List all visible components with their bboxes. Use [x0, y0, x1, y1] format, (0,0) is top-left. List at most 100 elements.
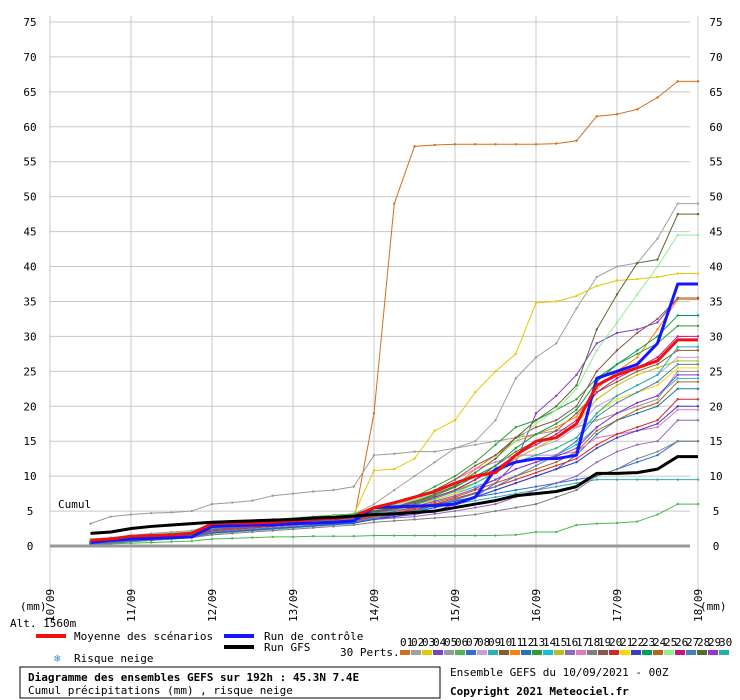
perturbation-point: [676, 419, 679, 422]
pert-swatch: [587, 650, 597, 655]
perturbation-point: [636, 349, 639, 352]
pert-swatch: [444, 650, 454, 655]
pert-swatch: [433, 650, 443, 655]
perturbation-point: [534, 530, 538, 534]
perturbation-point: [453, 534, 457, 537]
perturbation-point: [696, 335, 700, 338]
perturbation-point: [494, 460, 497, 464]
pert-number: 06: [455, 636, 468, 649]
perturbation-point: [555, 467, 558, 471]
perturbation-point: [372, 453, 376, 457]
perturbation-point: [696, 363, 700, 366]
perturbation-point: [453, 143, 457, 146]
perturbation-point: [696, 366, 700, 370]
perturbation-point: [555, 405, 558, 408]
perturbation-point: [696, 377, 700, 380]
perturbation-point: [271, 526, 274, 530]
perturbation-point: [332, 535, 335, 538]
perturbation-point: [575, 457, 578, 460]
perturbation-point: [575, 408, 578, 411]
control-run-line: [90, 282, 698, 544]
y-tick-label-right: 65: [709, 86, 722, 99]
perturbation-point: [210, 537, 214, 541]
run-info: Ensemble GEFS du 10/09/2021 - 00Z: [450, 666, 669, 679]
pert-swatch: [532, 650, 542, 655]
perturbation-point: [514, 488, 517, 492]
perturbation-point: [453, 492, 457, 495]
pert-swatch: [708, 650, 718, 655]
perturbation-point: [656, 373, 659, 377]
legend-snow-label: Risque neige: [74, 652, 153, 665]
perturbation-point: [636, 408, 639, 411]
x-tick-label: 11/09: [125, 589, 138, 622]
perturbation-point: [575, 474, 578, 478]
perturbation-point: [555, 426, 558, 429]
perturbation-point: [696, 345, 700, 349]
perturbation-point: [615, 293, 619, 296]
perturbation-point: [494, 509, 497, 513]
perturbation-point: [575, 426, 578, 429]
perturbation-point: [676, 387, 679, 390]
perturbation-point: [636, 401, 639, 404]
perturbation-point: [534, 453, 538, 457]
perturbation-point: [595, 433, 598, 436]
perturbation-point: [575, 139, 578, 142]
perturbation-point: [413, 450, 416, 453]
perturbation-point: [676, 380, 679, 384]
pert-legend: 0102030405060708091011121314151617181920…: [400, 636, 732, 655]
perturbation-point: [555, 460, 558, 464]
pert-swatch: [488, 650, 498, 655]
perturbation-point: [615, 113, 619, 116]
perturbation-point: [514, 377, 517, 380]
perturbation-point: [534, 301, 538, 305]
x-tick-label: 14/09: [368, 589, 381, 622]
perturbation-point: [393, 534, 396, 537]
perturbation-point: [656, 394, 659, 397]
perturbation-point: [534, 426, 538, 429]
y-tick-label-left: 0: [27, 540, 34, 553]
perturbation-point: [89, 522, 92, 525]
perturbation-point: [636, 370, 639, 373]
perturbation-point: [534, 356, 538, 359]
perturbation-point: [555, 142, 558, 145]
perturbation-point: [474, 464, 477, 467]
perturbation-point: [676, 272, 679, 275]
y-tick-label-right: 55: [709, 156, 722, 169]
perturbation-point: [696, 212, 700, 216]
perturbation-point: [595, 522, 598, 525]
perturbation-point: [595, 474, 598, 478]
perturbation-point: [696, 349, 700, 352]
perturbation-point: [291, 525, 295, 528]
perturbation-point: [170, 540, 173, 544]
perturbation-point: [636, 352, 639, 356]
perturbation-point: [636, 373, 639, 377]
perturbation-point: [696, 314, 700, 317]
perturbation-point: [433, 429, 436, 432]
perturbation-point: [676, 366, 679, 370]
perturbation-point: [453, 474, 457, 478]
perturbation-point: [696, 408, 700, 411]
perturbation-point: [656, 419, 659, 422]
perturbation-point: [615, 521, 619, 525]
perturbation-point: [474, 478, 477, 481]
perturbation-point: [696, 324, 700, 328]
chart-subtitle: Cumul précipitations (mm) , risque neige: [28, 684, 293, 697]
perturbation-point: [534, 460, 538, 464]
pert-swatch: [719, 650, 729, 655]
perturbation-point: [413, 457, 416, 460]
perturbation-point: [575, 443, 578, 446]
perturbation-point: [656, 513, 659, 516]
perturbation-point: [494, 534, 497, 537]
perturbation-point: [190, 509, 193, 513]
perturbation-point: [393, 488, 396, 492]
y-tick-label-left: 55: [23, 156, 36, 169]
perturbation-point: [555, 429, 558, 432]
perturbation-point: [514, 506, 517, 509]
perturbation-point: [636, 293, 639, 296]
pert-number: 21: [620, 636, 633, 649]
perturbation-point: [494, 453, 497, 457]
perturbation-point: [453, 490, 457, 493]
perturbation-point: [514, 143, 517, 146]
perturbation-point: [534, 419, 538, 422]
perturbation-point: [534, 443, 538, 446]
